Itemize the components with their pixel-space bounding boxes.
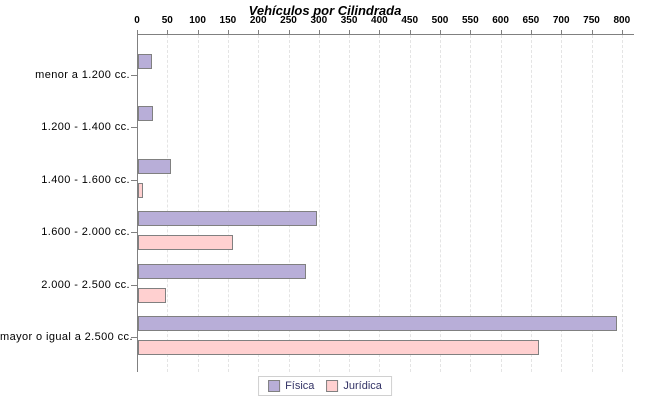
bar-juridica (138, 182, 143, 198)
y-axis-tick (131, 179, 137, 181)
x-axis-tick-label: 150 (219, 15, 237, 26)
y-axis-category-label: 1.600 - 2.000 cc. (41, 226, 130, 239)
x-axis-tick (258, 30, 260, 34)
gridline (500, 35, 502, 372)
x-axis-tick (349, 30, 351, 34)
x-axis-tick-label: 300 (310, 15, 328, 26)
x-axis-tick (137, 30, 138, 34)
y-axis-category-label: mayor o igual a 2.500 cc. (0, 331, 133, 343)
gridline (440, 35, 441, 372)
fisica-swatch-icon (268, 380, 281, 392)
bar-juridica (138, 340, 539, 355)
x-axis-tick-label: 750 (583, 15, 600, 26)
y-axis-tick (131, 284, 137, 286)
x-axis-tick-label: 100 (189, 15, 206, 26)
x-axis-tick-label: 0 (134, 15, 140, 26)
gridline (379, 35, 381, 372)
x-axis-tick (621, 30, 623, 34)
gridline (167, 35, 169, 372)
gridline (621, 35, 623, 372)
y-axis-tick (131, 337, 137, 338)
x-axis-tick (197, 30, 199, 34)
x-axis-tick-label: 550 (461, 15, 479, 26)
legend-label-fisica: Física (285, 380, 315, 392)
x-axis-tick-label: 650 (522, 15, 540, 26)
x-axis-tick-label: 450 (401, 15, 419, 26)
gridline (318, 35, 320, 372)
gridline (288, 35, 290, 372)
bar-fisica (138, 54, 152, 69)
y-axis-tick (131, 127, 137, 129)
y-axis-tick (131, 232, 137, 234)
x-axis-tick (470, 30, 472, 34)
bar-juridica (138, 287, 166, 303)
chart-title: Vehículos por Cilindrada (248, 3, 402, 18)
gridline (258, 35, 260, 372)
x-axis-tick (500, 30, 502, 34)
x-axis-tick (379, 30, 381, 34)
x-axis-tick (530, 30, 532, 34)
legend-item-fisica: Física (268, 380, 314, 392)
legend: Física Jurídica (258, 376, 392, 396)
x-axis-tick (561, 30, 563, 34)
gridline (197, 35, 199, 372)
bar-fisica (138, 316, 617, 331)
x-axis-tick-label: 400 (371, 15, 388, 26)
x-axis-tick-label: 500 (431, 15, 449, 26)
legend-label-juridica: Jurídica (343, 380, 382, 392)
x-axis-tick-label: 800 (613, 15, 631, 26)
x-axis-tick (288, 30, 290, 34)
x-axis-tick (227, 30, 229, 34)
juridica-swatch-icon (326, 380, 339, 392)
y-axis-category-label: 2.000 - 2.500 cc. (41, 278, 130, 291)
x-axis-line (137, 34, 634, 35)
gridline (227, 35, 229, 372)
x-axis-tick-label: 250 (280, 15, 297, 26)
gridline (591, 35, 593, 372)
x-axis-tick-label: 600 (492, 15, 509, 26)
gridline (470, 35, 472, 372)
x-axis-tick (167, 30, 169, 34)
x-axis-tick (409, 30, 411, 34)
x-axis-tick-label: 350 (340, 15, 358, 26)
x-axis-tick-label: 700 (552, 15, 570, 26)
legend-item-juridica: Jurídica (326, 380, 382, 392)
gridline (561, 35, 563, 372)
x-axis-tick (591, 30, 593, 34)
y-axis-line (137, 34, 138, 372)
x-axis-tick (318, 30, 320, 34)
y-axis-category-label: 1.200 - 1.400 cc. (41, 121, 130, 134)
gridline (530, 35, 532, 372)
bar-juridica (138, 235, 233, 251)
x-axis-tick-label: 50 (161, 15, 173, 26)
y-axis-tick (131, 75, 137, 76)
gridline (349, 35, 351, 372)
x-axis-tick (440, 30, 441, 34)
y-axis-category-label: 1.400 - 1.600 cc. (41, 173, 130, 186)
bar-fisica (138, 106, 153, 122)
gridline (409, 35, 411, 372)
bar-fisica (138, 158, 171, 174)
bar-fisica (138, 211, 317, 227)
y-axis-category-label: menor a 1.200 cc. (35, 69, 130, 81)
x-axis-tick-label: 200 (249, 15, 267, 26)
bar-fisica (138, 263, 306, 279)
